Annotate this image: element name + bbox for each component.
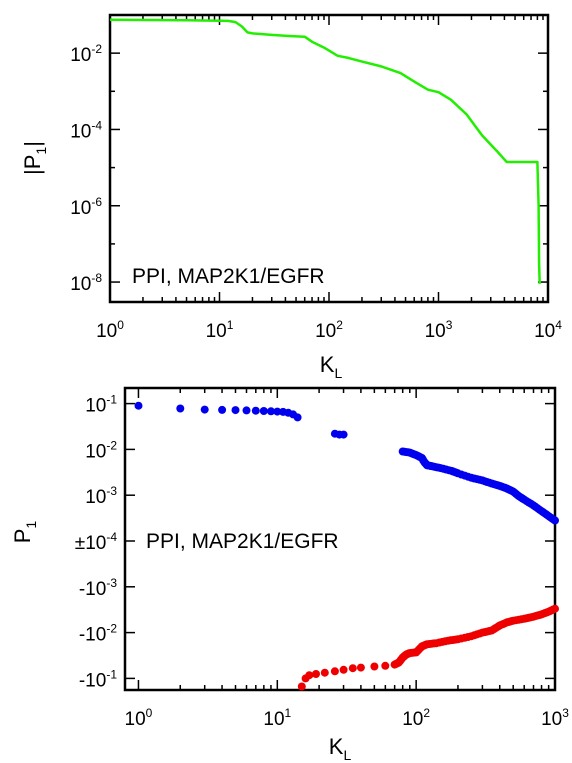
y-tick-label: 10-1 (85, 393, 117, 417)
negative-point (381, 661, 390, 670)
x-tick-label: 101 (206, 318, 234, 342)
y-tick-label: -10-2 (79, 622, 117, 646)
negative-point (305, 671, 314, 680)
positive-point (200, 405, 209, 414)
x-tick-label: 100 (125, 706, 153, 730)
positive-point (267, 407, 275, 416)
positive-point (259, 407, 268, 415)
bottom-x-axis-label: KL (329, 734, 352, 763)
x-tick-label: 102 (315, 318, 343, 342)
positive-point (251, 406, 260, 415)
x-tick-label: 103 (541, 706, 569, 730)
top-y-axis-label: |P1| (20, 141, 49, 175)
negative-point (356, 663, 365, 672)
x-tick-label: 104 (534, 318, 562, 342)
top-plot-frame (108, 13, 550, 304)
y-tick-label: ±10-4 (75, 530, 118, 554)
y-tick-label: 10-6 (70, 195, 102, 219)
positive-point (231, 406, 240, 415)
positive-point (339, 430, 348, 439)
y-tick-label: 10-2 (70, 42, 102, 66)
top-plot: 10-2 10-4 10-6 10-8 100 101 102 103 104 PPI, MA… (20, 13, 562, 381)
y-tick-label: -10-1 (79, 667, 117, 691)
negative-point (464, 633, 472, 641)
bottom-y-axis-label: P1 (10, 521, 39, 544)
bottom-tick-marks (125, 388, 556, 690)
positive-point (464, 472, 472, 481)
bottom-y-tick-labels: 10-1 10-2 10-3 ±10-4 -10-3 -10-2 -10-1 (75, 393, 118, 692)
y-tick-label: 10-8 (70, 271, 102, 295)
negative-point (297, 682, 306, 691)
positive-point (134, 401, 143, 410)
negative-point (348, 664, 357, 673)
x-tick-label: 100 (96, 318, 124, 342)
x-tick-label: 101 (263, 706, 291, 730)
negative-point (330, 667, 339, 676)
top-y-tick-labels: 10-2 10-4 10-6 10-8 (70, 42, 102, 295)
positive-point (242, 406, 251, 415)
positive-point (218, 405, 227, 414)
bottom-series-points (134, 401, 559, 691)
y-tick-label: 10-4 (70, 118, 102, 142)
top-annotation: PPI, MAP2K1/EGFR (132, 265, 325, 288)
top-x-tick-labels: 100 101 102 103 104 (96, 318, 562, 342)
positive-point (549, 515, 558, 524)
positive-point (273, 407, 282, 416)
bottom-plot: 10-110-210-3±10-4-10-3-10-2-10-1 100 101 1… (10, 386, 570, 763)
x-tick-label: 102 (402, 706, 430, 730)
bottom-plot-frame (123, 386, 557, 692)
bottom-annotation: PPI, MAP2K1/EGFR (146, 530, 339, 553)
top-tick-marks (109, 14, 548, 302)
x-tick-label: 103 (425, 318, 453, 342)
y-tick-label: 10-3 (85, 484, 117, 508)
bottom-x-tick-labels: 100 101 102 103 (125, 706, 570, 730)
y-tick-label: 10-2 (85, 438, 117, 462)
top-series-line (109, 18, 541, 284)
negative-point (549, 605, 558, 614)
negative-point (320, 668, 329, 677)
negative-point (370, 662, 379, 671)
negative-point (312, 670, 320, 678)
positive-point (293, 413, 302, 422)
negative-point (339, 665, 348, 674)
top-x-axis-label: KL (320, 352, 343, 381)
positive-point (176, 404, 185, 413)
y-tick-label: -10-3 (79, 576, 117, 600)
